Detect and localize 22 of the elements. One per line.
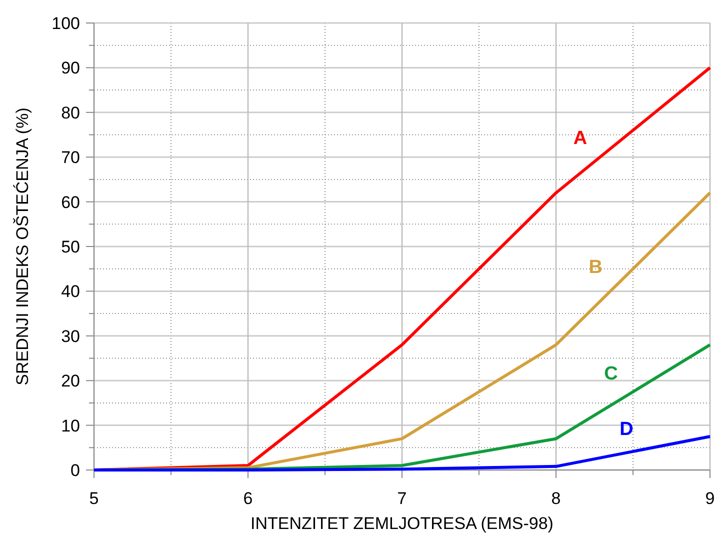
y-tick-label: 60 bbox=[61, 192, 80, 212]
x-tick-label: 7 bbox=[397, 489, 407, 508]
series-label: A bbox=[573, 128, 588, 149]
y-tick-label: 30 bbox=[61, 326, 80, 346]
y-tick-label: 90 bbox=[61, 58, 80, 78]
y-tick-label: 100 bbox=[52, 14, 80, 33]
y-tick-label: 20 bbox=[61, 372, 80, 391]
y-tick-label: 80 bbox=[61, 103, 80, 122]
x-tick-label: 5 bbox=[89, 489, 99, 508]
y-tick-label: 70 bbox=[61, 148, 80, 168]
series-label: B bbox=[588, 257, 603, 278]
series-label: D bbox=[620, 419, 634, 440]
y-tick-label: 40 bbox=[61, 282, 80, 302]
x-tick-label: 8 bbox=[551, 489, 561, 508]
y-tick-label: 10 bbox=[61, 416, 80, 436]
y-axis-title: SREDNJI INDEKS OŠTEĆENJA (%) bbox=[13, 108, 32, 386]
x-tick-label: 6 bbox=[243, 489, 253, 508]
series-label: C bbox=[604, 364, 618, 385]
x-axis-title: INTENZITET ZEMLJOTRESA (EMS-98) bbox=[250, 514, 554, 533]
y-tick-label: 50 bbox=[61, 237, 80, 256]
y-tick-label: 0 bbox=[70, 460, 80, 480]
x-tick-label: 9 bbox=[705, 489, 715, 508]
